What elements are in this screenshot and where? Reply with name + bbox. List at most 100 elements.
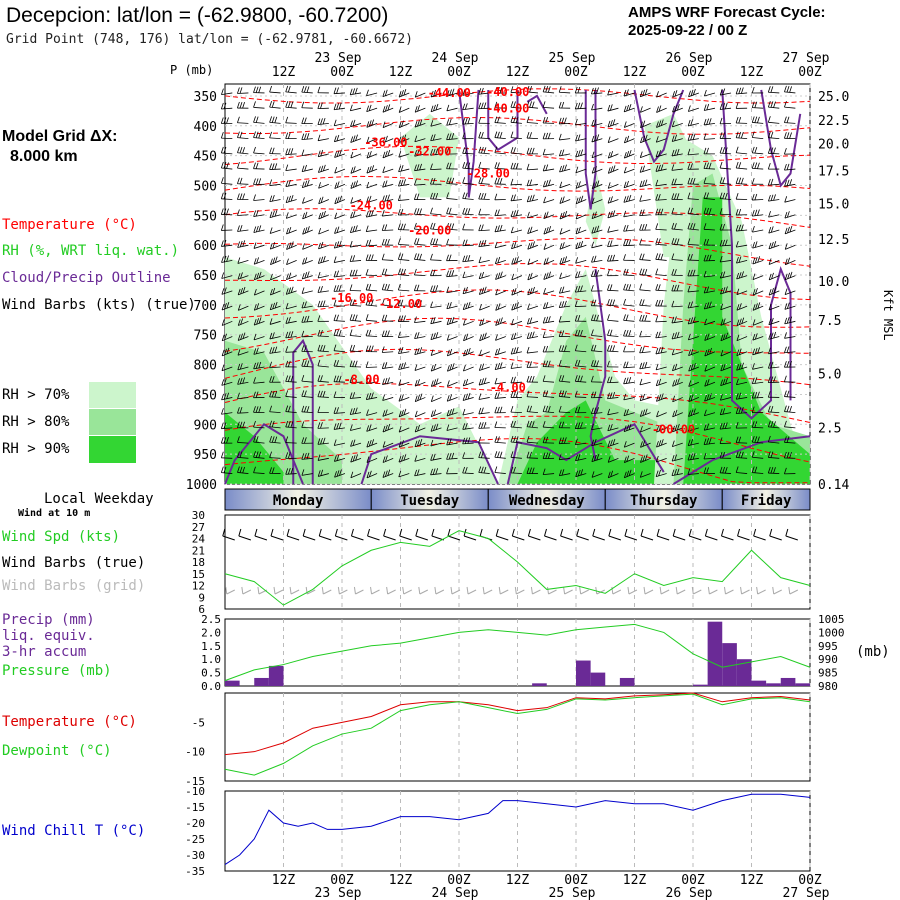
wind-barb xyxy=(639,151,651,159)
wind-barb xyxy=(526,420,539,429)
wind-barb xyxy=(511,302,523,311)
isotherm-line xyxy=(224,263,811,301)
wind-barb xyxy=(687,105,699,112)
true-wind-barb xyxy=(560,535,573,541)
wind-barb xyxy=(591,453,603,463)
wind-barb xyxy=(333,240,346,249)
wind-barb xyxy=(269,451,281,459)
wind-barb xyxy=(655,238,667,246)
wind-barb xyxy=(301,421,313,429)
wind-barb xyxy=(655,315,667,323)
wind-barb xyxy=(510,147,522,155)
wind-barb xyxy=(237,177,249,185)
pressure-line xyxy=(224,623,811,682)
wind-barb xyxy=(768,194,780,202)
wind-barb xyxy=(784,225,796,235)
wind-barb xyxy=(656,91,667,98)
wind-barb xyxy=(317,102,329,110)
wind-barb xyxy=(687,177,699,185)
wind-barb xyxy=(687,333,699,341)
pressure-unit: (mb) xyxy=(856,644,890,660)
wind-barb xyxy=(382,89,394,97)
true-wind-barb xyxy=(511,528,515,537)
wind-barb xyxy=(510,178,522,186)
wind-barb xyxy=(221,333,233,342)
wind-barb xyxy=(623,345,635,353)
wind-barb xyxy=(655,346,667,355)
wind-barb xyxy=(655,455,667,463)
wind-barb xyxy=(237,318,249,326)
wind-barb xyxy=(349,376,362,383)
wind-barb xyxy=(366,119,378,128)
wind-barb xyxy=(269,346,281,354)
wind-barb xyxy=(381,224,394,231)
wind-barb xyxy=(446,408,458,417)
true-wind-barb xyxy=(592,535,605,541)
wind-barb xyxy=(542,420,555,429)
wind-barb xyxy=(671,284,683,292)
wind-barb xyxy=(495,288,506,296)
wind-barb xyxy=(414,438,426,448)
grid-wind-barb xyxy=(323,589,332,595)
weekday-label-friday: Friday xyxy=(741,493,792,509)
wind-barb xyxy=(301,330,313,338)
wind-barb xyxy=(784,405,796,414)
wind-barb xyxy=(237,286,249,296)
wind-barb xyxy=(687,148,699,156)
wind-barb xyxy=(317,437,329,445)
grid-wind-barb xyxy=(274,589,284,595)
wind-barb xyxy=(558,315,571,323)
wind-barb xyxy=(381,209,394,217)
true-wind-barb xyxy=(544,528,547,537)
wind-barb xyxy=(253,361,265,370)
wind-barb xyxy=(751,101,764,109)
wind-barb xyxy=(479,304,490,311)
wind-barb xyxy=(543,288,555,295)
wind-barb xyxy=(478,131,490,140)
wind-barb xyxy=(767,420,780,429)
wind-barb xyxy=(302,197,313,204)
wind-barb xyxy=(365,268,378,277)
wind-barb xyxy=(703,207,715,216)
wind-barb xyxy=(688,380,700,387)
wind-barb xyxy=(285,420,297,429)
wind-barb xyxy=(639,330,651,338)
rh-area xyxy=(585,167,606,246)
wind-barb xyxy=(590,407,603,415)
wind-barb xyxy=(446,424,458,431)
wind-barb xyxy=(719,161,732,170)
wind-barb xyxy=(398,440,410,448)
wind-barb xyxy=(253,303,265,311)
wind-barb xyxy=(558,330,571,337)
wind-barb xyxy=(639,209,651,217)
precip-bar xyxy=(751,680,767,686)
true-wind-barb xyxy=(640,535,654,541)
wind-barb xyxy=(494,377,506,385)
wind-barb xyxy=(767,116,780,124)
wind-barb xyxy=(269,435,281,444)
wind-barb xyxy=(220,192,233,200)
wind-barb xyxy=(751,421,764,429)
wind-barb xyxy=(462,239,474,247)
true-wind-barb xyxy=(350,528,354,537)
wind-barb xyxy=(446,380,458,387)
weekday-label-thursday: Thursday xyxy=(630,493,698,509)
wind-barb xyxy=(543,179,555,188)
wind-barb xyxy=(719,223,732,231)
wind-barb xyxy=(478,208,490,216)
wind-barb xyxy=(237,349,249,356)
isotherm-line xyxy=(224,237,811,267)
wind-barb xyxy=(688,408,699,417)
wind-barb xyxy=(381,253,394,261)
wind-barb xyxy=(478,87,490,95)
rh70-swatch xyxy=(89,382,136,408)
true-wind-barb xyxy=(286,535,300,541)
wind-barb xyxy=(253,86,265,94)
wind-barb xyxy=(366,439,378,448)
wind-tick-label: 9 xyxy=(198,591,205,604)
true-wind-barb xyxy=(383,528,387,537)
wind-barb xyxy=(590,284,603,292)
grid-wind-barb xyxy=(725,589,734,595)
grid-wind-barb xyxy=(644,589,654,595)
wind-barb xyxy=(671,454,683,462)
